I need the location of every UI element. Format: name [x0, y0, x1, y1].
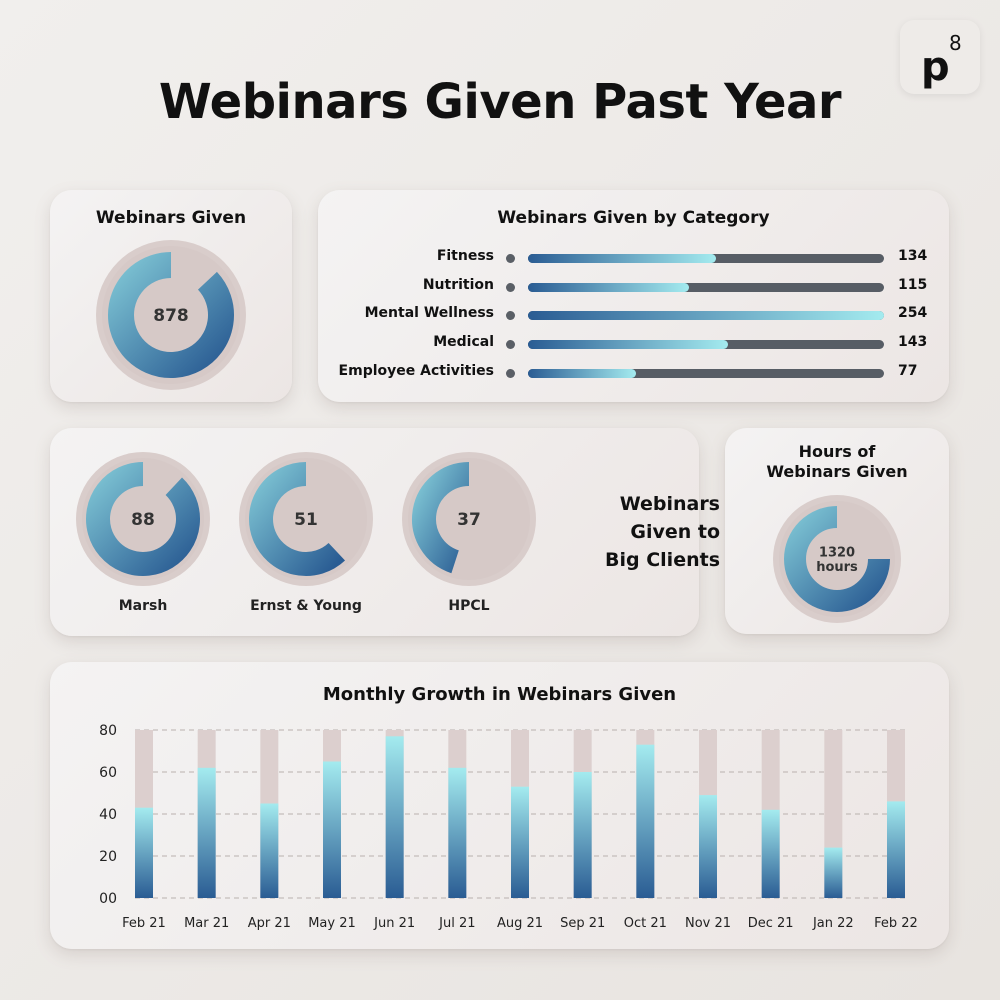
hours-donut-value: hours	[816, 560, 858, 575]
client-label: HPCL	[448, 598, 489, 614]
webinars-given-donut-arc	[108, 252, 234, 378]
bullet-icon	[506, 282, 515, 292]
webinars-given-card: Webinars Given 878	[50, 190, 292, 402]
logo: p 8	[900, 20, 980, 94]
x-tick-label: Jul 21	[438, 916, 475, 931]
client-1-donut-value: 51	[294, 510, 318, 530]
hours-title-line: Webinars Given	[766, 462, 908, 481]
bar	[824, 847, 843, 898]
page-title: Webinars Given Past Year	[158, 74, 842, 130]
hours-card: Hours of Webinars Given 1320 hours	[725, 428, 949, 634]
big-clients-title-line: Given to	[630, 521, 720, 543]
big-clients-title: Webinars Given to Big Clients	[570, 490, 720, 574]
y-tick-label: 80	[99, 723, 117, 739]
y-tick-label: 40	[99, 807, 117, 823]
client-label: Ernst & Young	[250, 598, 362, 614]
monthly-chart-card: Monthly Growth in Webinars Given 00 20 40 6…	[50, 662, 949, 949]
x-tick-label: Jun 21	[373, 916, 415, 931]
webinars-given-title: Webinars Given	[95, 208, 247, 228]
client-2-donut-arc	[412, 462, 470, 574]
bar	[699, 795, 717, 898]
category-bar-fill	[528, 368, 636, 378]
category-value: 254	[898, 305, 928, 322]
bullet-icon	[506, 311, 515, 321]
category-bar-fill	[528, 282, 690, 292]
category-bar-track	[528, 282, 884, 292]
category-value: 115	[898, 276, 928, 293]
client-2-donut-value: 37	[457, 510, 481, 530]
category-bar-track	[528, 368, 884, 378]
category-title: Webinars Given by Category	[497, 208, 770, 228]
bullet-icon	[506, 368, 515, 378]
category-value: 77	[898, 362, 918, 379]
x-tick-label: Aug 21	[497, 916, 543, 931]
category-label: Mental Wellness	[364, 305, 494, 322]
x-tick-label: Dec 21	[748, 916, 794, 931]
monthly-bar-chart: 00 20 40 60 80 Feb 21 Mar 21 Apr 21 May 21 Jun 21…	[99, 723, 918, 931]
bar	[323, 761, 341, 898]
category-row: Medical 143	[318, 332, 948, 356]
bar	[260, 803, 279, 898]
x-tick-label: Jan 22	[812, 916, 854, 931]
category-value: 134	[898, 248, 928, 264]
x-tick-label: Nov 21	[685, 916, 731, 931]
bar	[511, 786, 529, 898]
big-clients-title-line: Webinars	[619, 493, 720, 515]
bar	[135, 807, 153, 898]
client-1-donut-arc	[249, 462, 346, 576]
bar	[385, 736, 404, 898]
x-tick-label: Apr 21	[248, 916, 291, 931]
category-bar-track	[528, 254, 884, 263]
client-label: Marsh	[119, 598, 168, 614]
webinars-given-donut: 878	[96, 240, 246, 390]
bar	[197, 767, 216, 898]
category-label: Employee Activities	[338, 362, 494, 379]
hours-title-line: Hours of	[798, 442, 876, 461]
bar	[448, 767, 467, 898]
category-row: Mental Wellness 254	[318, 303, 948, 327]
hours-donut-value: 1320	[819, 546, 855, 561]
bar	[636, 744, 655, 898]
bar	[887, 801, 905, 898]
category-row: Fitness 134	[318, 246, 948, 270]
big-clients-card: 88 Marsh 51 Ernst & Young 37 HPCL Webinars Gi…	[50, 428, 720, 636]
x-tick-label: Oct 21	[624, 916, 667, 931]
category-label: Medical	[433, 334, 494, 351]
bullet-icon	[506, 254, 515, 263]
hours-title: Hours of Webinars Given	[725, 442, 949, 482]
logo-superscript: 8	[949, 31, 962, 55]
y-tick-label: 60	[99, 765, 117, 781]
y-tick-label: 00	[99, 891, 117, 907]
category-label: Nutrition	[422, 276, 494, 293]
chart-title: Monthly Growth in Webinars Given	[322, 684, 677, 705]
category-bar-track	[528, 311, 884, 321]
webinars-given-donut-value: 878	[153, 306, 189, 326]
x-tick-label: May 21	[308, 916, 356, 931]
x-tick-label: Sep 21	[560, 916, 605, 931]
category-row: Nutrition 115	[318, 275, 948, 299]
big-clients-donuts: 88 Marsh 51 Ernst & Young 37 HPCL	[76, 452, 536, 614]
bar	[573, 772, 592, 898]
category-card: Webinars Given by Category Fitness 134 Nut…	[318, 190, 949, 402]
logo-mark-icon: p 8	[921, 31, 962, 90]
bullet-icon	[506, 340, 515, 350]
bar	[761, 809, 780, 898]
x-tick-label: Mar 21	[184, 916, 229, 931]
category-bar-fill	[528, 340, 729, 350]
category-value: 143	[898, 334, 928, 351]
big-clients-title-line: Big Clients	[605, 549, 720, 571]
hours-donut-arc	[784, 506, 890, 612]
category-label: Fitness	[436, 248, 494, 264]
category-bar-fill	[528, 254, 716, 263]
x-tick-label: Feb 21	[122, 916, 166, 931]
category-bar-track	[528, 340, 884, 350]
client-0-donut-value: 88	[131, 510, 155, 530]
client-0-donut-arc	[86, 462, 200, 576]
category-row: Employee Activities 77	[318, 361, 948, 385]
x-tick-label: Feb 22	[874, 916, 918, 931]
logo-letter: p	[921, 44, 950, 90]
y-tick-label: 20	[99, 849, 117, 865]
category-bar-fill	[528, 311, 884, 321]
